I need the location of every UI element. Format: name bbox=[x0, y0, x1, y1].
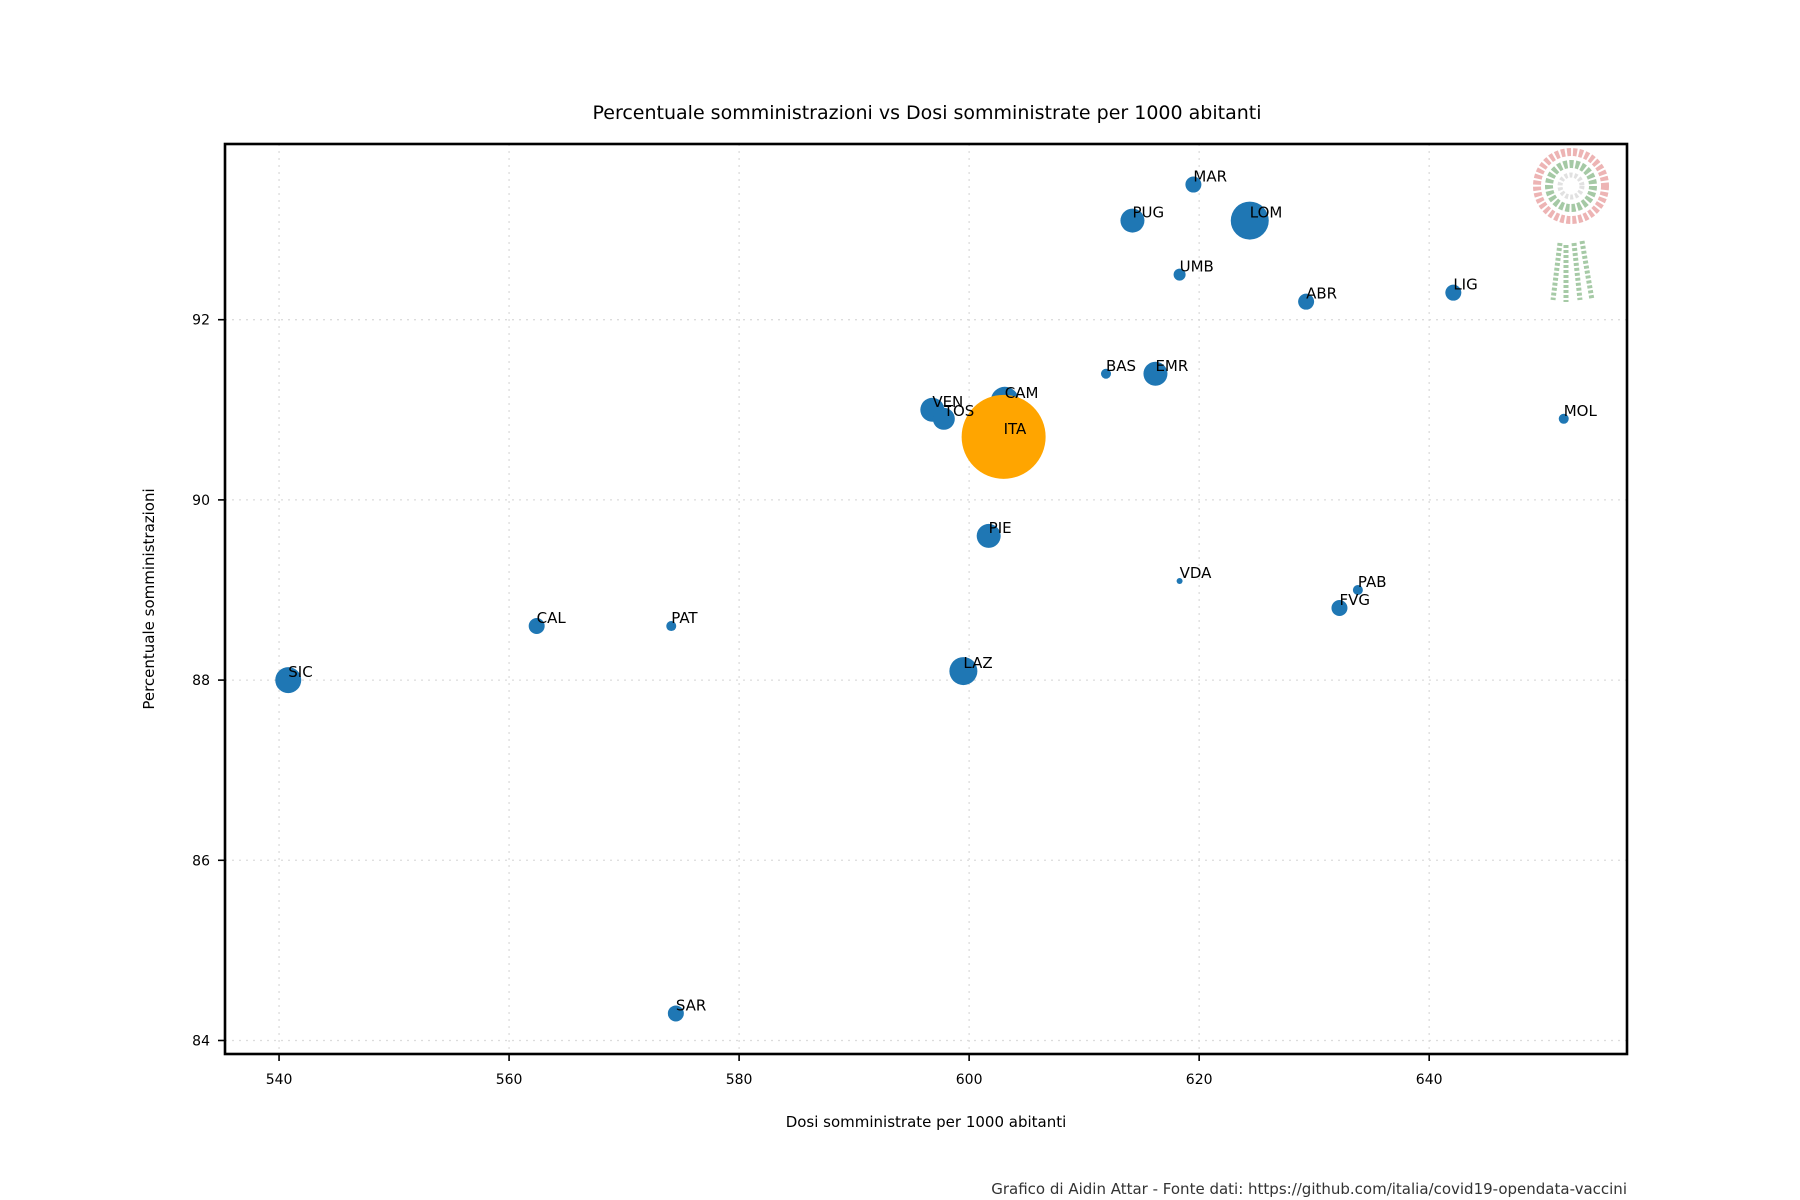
point-label-pie: PIE bbox=[989, 519, 1012, 537]
grid bbox=[225, 144, 1627, 1054]
point-label-tos: TOS bbox=[943, 402, 975, 420]
plot-frame bbox=[223, 142, 1629, 1056]
point-label-abr: ABR bbox=[1306, 285, 1337, 303]
scatter-point-pat bbox=[666, 621, 677, 632]
x-tick-label: 640 bbox=[1416, 1072, 1443, 1088]
source-credit: Grafico di Aidin Attar - Fonte dati: htt… bbox=[991, 1180, 1627, 1198]
scatter-point-bas bbox=[1100, 368, 1111, 379]
x-axis-title: Dosi somministrate per 1000 abitanti bbox=[786, 1113, 1067, 1131]
point-label-pab: PAB bbox=[1358, 573, 1387, 591]
x-tick-label: 560 bbox=[496, 1072, 523, 1088]
point-label-bas: BAS bbox=[1106, 357, 1136, 375]
point-label-fvg: FVG bbox=[1339, 591, 1370, 609]
chart-title: Percentuale somministrazioni vs Dosi som… bbox=[593, 102, 1262, 124]
scatter-point-ita bbox=[961, 394, 1046, 479]
scatter-point-umb bbox=[1173, 268, 1186, 281]
x-tick-label: 580 bbox=[726, 1072, 753, 1088]
scatter-point-cal bbox=[528, 618, 545, 635]
scatter-points bbox=[275, 176, 1569, 1022]
point-label-pat: PAT bbox=[671, 609, 698, 627]
point-label-umb: UMB bbox=[1180, 258, 1214, 276]
scatter-point-pug bbox=[1120, 208, 1145, 233]
y-tick-label: 92 bbox=[192, 313, 210, 329]
axis-ticks: 540 560 580 600 620 640 84 86 88 90 92 bbox=[192, 313, 1442, 1088]
point-label-ven: VEN bbox=[932, 393, 963, 411]
scatter-point-pie bbox=[976, 523, 1001, 548]
point-label-sic: SIC bbox=[288, 663, 312, 681]
point-label-pug: PUG bbox=[1132, 204, 1164, 222]
point-label-vda: VDA bbox=[1180, 564, 1213, 582]
point-label-sar: SAR bbox=[676, 996, 706, 1014]
scatter-point-laz bbox=[949, 657, 978, 686]
y-tick-label: 90 bbox=[192, 493, 210, 509]
rosette-logo-icon bbox=[1533, 148, 1609, 302]
y-tick-label: 84 bbox=[192, 1033, 210, 1049]
point-label-lig: LIG bbox=[1453, 276, 1477, 294]
y-axis-title: Percentuale somministrazioni bbox=[140, 488, 158, 709]
point-label-mol: MOL bbox=[1564, 402, 1598, 420]
scatter-point-mar bbox=[1185, 176, 1202, 193]
scatter-point-tos bbox=[932, 407, 955, 430]
scatter-point-sic bbox=[275, 667, 302, 694]
point-label-mar: MAR bbox=[1193, 168, 1227, 186]
y-tick-label: 88 bbox=[192, 673, 210, 689]
scatter-point-pab bbox=[1352, 584, 1363, 595]
x-tick-label: 600 bbox=[956, 1072, 983, 1088]
scatter-point-emr bbox=[1143, 361, 1168, 386]
x-tick-label: 620 bbox=[1186, 1072, 1213, 1088]
point-label-lom: LOM bbox=[1250, 204, 1283, 222]
x-tick-label: 540 bbox=[266, 1072, 293, 1088]
point-label-laz: LAZ bbox=[963, 654, 992, 672]
point-label-ita: ITA bbox=[1004, 420, 1027, 438]
y-tick-label: 86 bbox=[192, 853, 210, 869]
scatter-point-sar bbox=[667, 1005, 684, 1022]
point-label-cal: CAL bbox=[537, 609, 567, 627]
scatter-point-vda bbox=[1176, 577, 1183, 584]
scatter-point-lig bbox=[1445, 284, 1462, 301]
scatter-point-abr bbox=[1298, 293, 1315, 310]
scatter-point-fvg bbox=[1331, 600, 1348, 617]
scatter-point-mol bbox=[1558, 413, 1569, 424]
point-label-emr: EMR bbox=[1155, 357, 1188, 375]
point-label-cam: CAM bbox=[1005, 384, 1039, 402]
scatter-point-lom bbox=[1230, 201, 1269, 240]
